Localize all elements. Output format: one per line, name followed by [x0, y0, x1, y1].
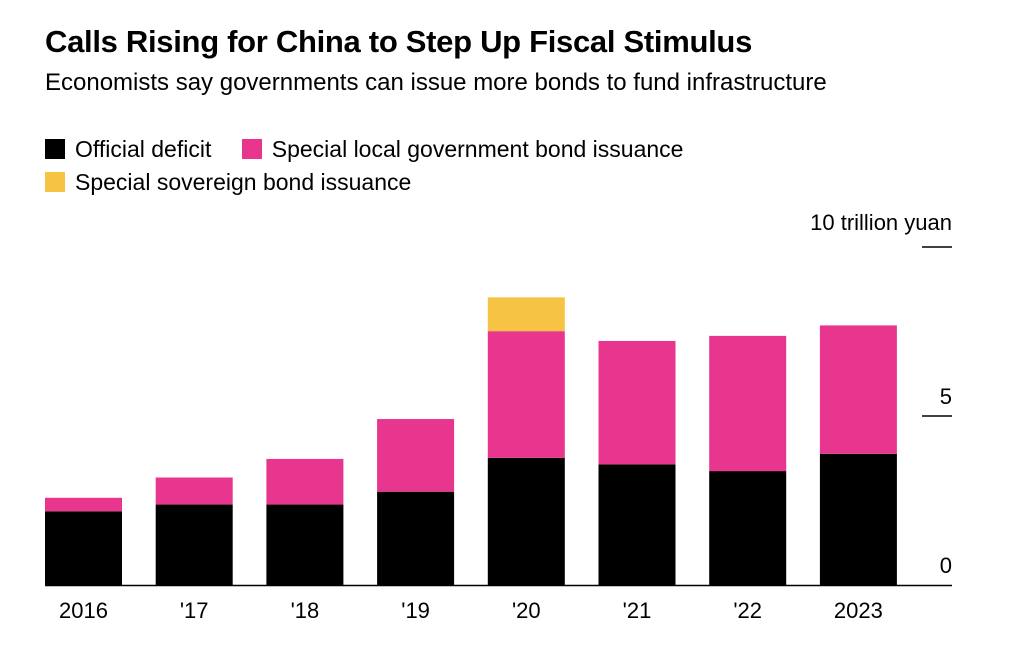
bar-segment — [377, 419, 455, 492]
legend-swatch-special-local — [241, 139, 262, 159]
bar-segment — [155, 504, 233, 585]
bar-segment — [709, 335, 787, 472]
x-tick-label: '18 — [291, 598, 320, 623]
legend-swatch-special-sovereign — [45, 172, 65, 192]
bar-segment — [266, 458, 344, 505]
legend-label-special-local: Special local government bond issuance — [271, 135, 684, 162]
legend-swatch-official-deficit — [45, 139, 65, 159]
x-tick-label: '20 — [512, 598, 541, 623]
bar-segment — [155, 477, 233, 505]
bar-segment — [487, 331, 565, 458]
bar-segment — [598, 464, 676, 585]
x-tick-label: 2023 — [834, 598, 883, 623]
bar-segment — [487, 297, 565, 332]
legend-item-official-deficit: Official deficit — [45, 133, 211, 165]
y-axis-label: 10 trillion yuan — [810, 210, 952, 235]
bar-segment — [819, 453, 897, 585]
bar-segment — [45, 497, 122, 512]
x-tick-label: '22 — [733, 598, 762, 623]
legend-item-special-local: Special local government bond issuance — [241, 133, 684, 165]
bar-segment — [377, 491, 455, 585]
chart-subtitle: Economists say governments can issue mor… — [45, 69, 827, 96]
bar-segment — [266, 504, 344, 585]
legend-label-special-sovereign: Special sovereign bond issuance — [75, 168, 412, 195]
bar-segment — [819, 325, 897, 454]
x-tick-label: '19 — [401, 598, 430, 623]
chart-title: Calls Rising for China to Step Up Fiscal… — [45, 24, 753, 59]
legend-item-special-sovereign: Special sovereign bond issuance — [45, 166, 411, 198]
legend: Official deficit Special local governmen… — [45, 133, 945, 199]
x-tick-label: '21 — [623, 598, 652, 623]
y-tick-label: 5 — [940, 384, 952, 409]
x-tick-label: '17 — [180, 598, 209, 623]
x-tick-label: 2016 — [59, 598, 108, 623]
legend-label-official-deficit: Official deficit — [75, 135, 212, 162]
bar-segment — [487, 457, 565, 585]
bar-segment — [598, 340, 676, 465]
bar-segment — [45, 511, 122, 585]
bar-segment — [709, 471, 787, 585]
y-tick-label: 0 — [940, 553, 952, 578]
